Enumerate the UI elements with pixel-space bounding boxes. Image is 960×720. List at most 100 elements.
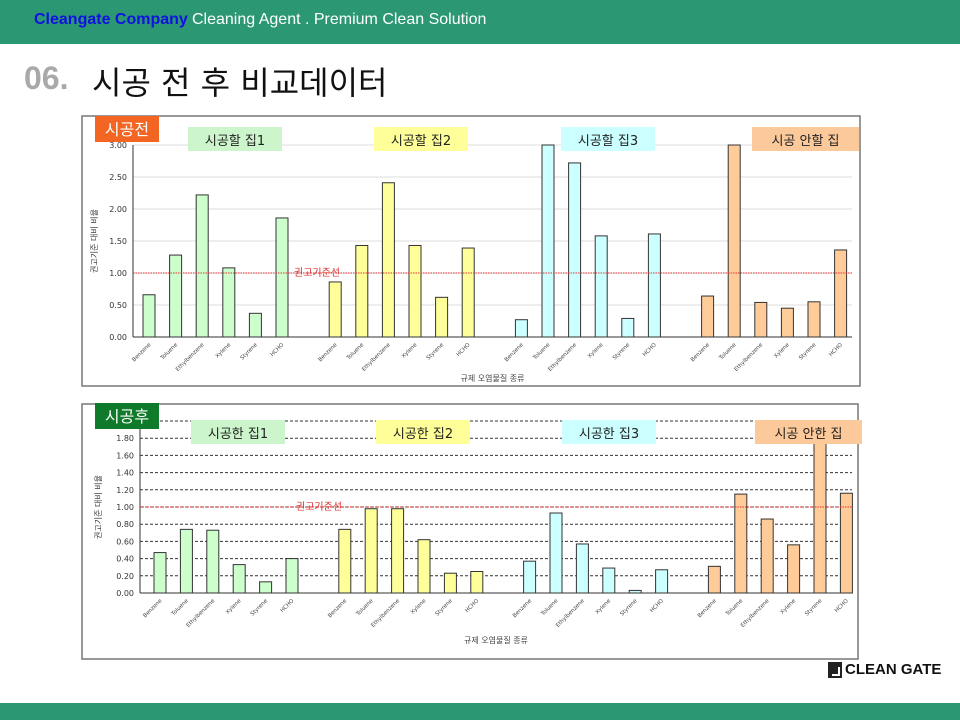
bar-styrene [443,572,457,594]
group-label-bg [562,420,656,444]
bar-toluene [364,508,378,594]
bar-xylene [417,539,431,594]
section-number: 06. [24,60,69,96]
bar-xylene [602,567,616,594]
bar-ethylbenzene [195,194,209,338]
bar-xylene [408,244,422,338]
y-tick-label: 0.00 [109,333,127,342]
bar-hcho [470,571,484,594]
badge-bg [95,403,159,429]
bar-toluene [169,254,183,338]
bar-benzene [153,552,167,594]
group-label-bg [374,127,468,151]
bar-benzene [701,295,715,338]
reference-label: 권고기준선 [294,267,340,279]
y-tick-label: 1.00 [116,503,134,512]
bar-hcho [647,233,661,338]
y-tick-label: 0.60 [116,537,134,546]
y-tick-label: 0.40 [116,555,134,564]
group-label-bg [188,127,282,151]
logo-text: CLEAN GATE [845,661,942,678]
bar-styrene [807,301,821,338]
bar-styrene [435,296,449,338]
y-tick-label: 2.50 [109,173,127,182]
y-tick-label: 1.20 [116,486,134,495]
group-label-bg [752,127,859,151]
header-bar: Cleangate Company Cleaning Agent . Premi… [0,0,960,44]
group-label-bg [561,127,655,151]
page-title: 시공 전 후 비교데이터 [92,64,388,102]
bar-styrene [259,581,273,594]
group-label: 시공한 집1 [208,427,268,442]
phase-badge: 시공후 [105,407,149,426]
bar-benzene [338,528,352,594]
bar-xylene [594,235,608,338]
bar-benzene [142,294,156,338]
brand-name: Cleangate Company [34,11,188,28]
y-axis-label: 권고기준 대비 비율 [89,209,99,273]
bar-styrene [248,312,262,338]
x-axis-label: 규제 오염물질 종류 [464,636,528,645]
logo-icon [828,661,842,678]
y-tick-label: 0.80 [116,520,134,529]
bar-xylene [787,544,801,594]
group-label: 시공한 집2 [393,427,453,442]
bar-xylene [780,307,794,338]
group-label-bg [376,420,470,444]
group-label: 시공할 집3 [578,134,638,149]
reference-label: 권고기준선 [296,501,342,513]
group-label-bg [755,420,862,444]
y-tick-label: 1.00 [109,269,127,278]
bar-ethylbenzene [754,301,768,338]
y-tick-label: 1.50 [109,237,127,246]
y-tick-label: 3.00 [109,141,127,150]
bar-xylene [232,564,246,594]
bar-ethylbenzene [206,529,220,594]
y-tick-label: 1.60 [116,451,134,460]
group-label: 시공 안할 집 [771,134,839,149]
group-label: 시공할 집1 [205,134,265,149]
bar-toluene [541,144,555,338]
bar-hcho [275,217,289,338]
bar-toluene [179,528,193,594]
bar-styrene [621,317,635,338]
y-tick-label: 0.20 [116,572,134,581]
bar-styrene [628,589,642,594]
bar-xylene [222,267,236,338]
y-tick-label: 0.50 [109,301,127,310]
group-label: 시공 안한 집 [774,427,842,442]
y-tick-label: 1.80 [116,434,134,443]
clean-gate-logo: CLEAN GATE [828,661,941,678]
bar-hcho [834,249,848,338]
bar-benzene [514,319,528,338]
bar-toluene [355,244,369,338]
bar-ethylbenzene [391,508,405,594]
bar-ethylbenzene [575,543,589,594]
y-axis-label: 권고기준 대비 비율 [93,475,103,539]
y-tick-label: 2.00 [109,205,127,214]
bar-benzene [328,281,342,338]
x-axis-label: 규제 오염물질 종류 [461,374,525,383]
bar-hcho [461,247,475,338]
y-tick-label: 1.40 [116,469,134,478]
bar-benzene [523,560,537,594]
group-label: 시공할 집2 [391,134,451,149]
phase-badge: 시공전 [105,120,149,139]
bar-ethylbenzene [568,162,582,338]
bar-toluene [549,512,563,594]
bar-hcho [839,492,853,594]
badge-bg [95,116,159,142]
bar-hcho [655,569,669,594]
footer-bar [0,703,960,720]
bar-benzene [707,565,721,594]
group-label: 시공한 집3 [579,427,639,442]
bar-toluene [727,144,741,338]
tagline: Cleaning Agent . Premium Clean Solution [192,11,487,28]
bar-ethylbenzene [760,518,774,594]
bar-hcho [285,558,299,594]
bar-ethylbenzene [381,182,395,338]
bar-toluene [734,493,748,594]
group-label-bg [191,420,285,444]
y-tick-label: 0.00 [116,589,134,598]
